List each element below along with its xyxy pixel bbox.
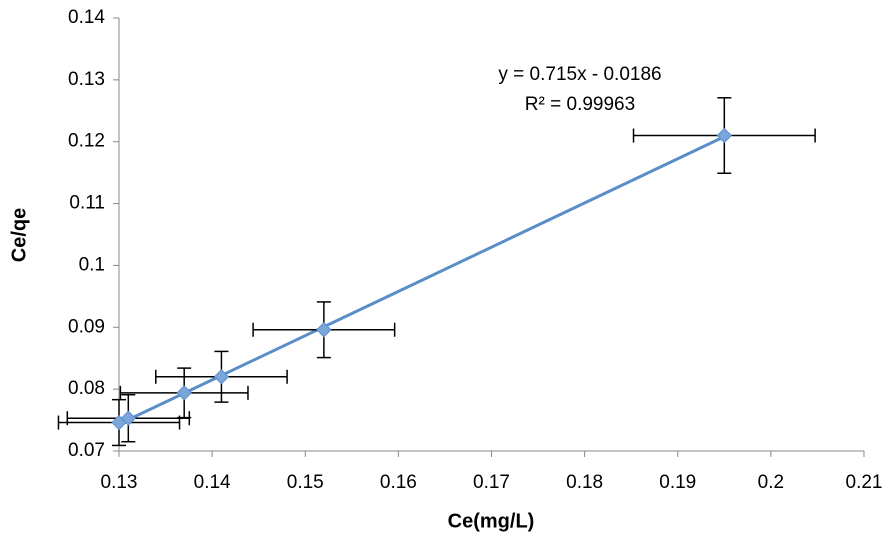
x-tick-label: 0.21 — [846, 472, 883, 493]
x-tick-label: 0.16 — [380, 472, 417, 493]
x-tick-label: 0.15 — [287, 472, 324, 493]
x-tick-label: 0.19 — [659, 472, 696, 493]
data-point — [120, 410, 137, 426]
trendline — [118, 135, 725, 426]
x-axis-title: Ce(mg/L) — [448, 510, 535, 532]
y-tick-label: 0.13 — [68, 69, 105, 90]
y-tick-label: 0.09 — [68, 316, 105, 337]
y-axis-title: Ce/qe — [8, 208, 30, 262]
y-tick-label: 0.07 — [68, 440, 105, 461]
data-point — [316, 322, 332, 338]
y-tick-label: 0.1 — [79, 254, 105, 275]
x-tick-label: 0.18 — [566, 472, 603, 493]
trendline-equation: y = 0.715x - 0.0186 — [498, 64, 661, 85]
x-tick-label: 0.14 — [194, 472, 231, 493]
data-point — [716, 127, 733, 144]
trendline-r-squared: R² = 0.99963 — [525, 94, 635, 115]
y-tick-label: 0.08 — [68, 378, 105, 399]
y-tick-label: 0.12 — [68, 131, 105, 152]
x-tick-label: 0.17 — [473, 472, 510, 493]
y-tick-label: 0.11 — [69, 193, 105, 214]
x-tick-label: 0.2 — [758, 472, 784, 493]
data-point — [213, 369, 230, 385]
x-tick-label: 0.13 — [101, 472, 138, 493]
y-tick-label: 0.14 — [68, 7, 105, 28]
data-point — [176, 385, 192, 401]
